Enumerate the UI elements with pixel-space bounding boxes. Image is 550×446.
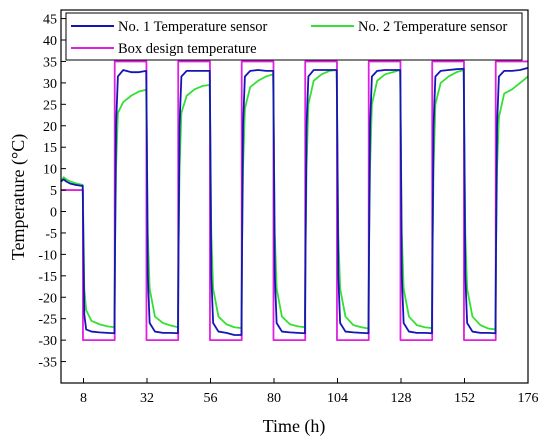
x-axis-ticks: 8 32 56 80 104 128 152 176 <box>80 378 539 406</box>
y-tick-label: 40 <box>43 34 57 49</box>
series-line-3 <box>61 60 528 342</box>
x-axis-label: Time (h) <box>263 416 326 437</box>
y-tick-label: -25 <box>38 313 57 328</box>
x-tick-label: 80 <box>267 391 281 406</box>
y-tick-label: 0 <box>50 206 57 221</box>
y-tick-label: -35 <box>38 356 57 371</box>
y-tick-label: 20 <box>43 120 57 135</box>
legend-label-sensor-2: No. 2 Temperature sensor <box>358 19 507 35</box>
series-line-2 <box>60 69 529 331</box>
x-tick-label: 128 <box>390 391 411 406</box>
x-tick-label: 8 <box>80 391 87 406</box>
legend-box <box>65 12 523 61</box>
plot-frame <box>60 9 529 384</box>
y-axis-label: Temperature (°C) <box>8 134 29 260</box>
y-tick-label: -30 <box>38 334 57 349</box>
series-layer <box>60 60 529 342</box>
x-tick-label: 32 <box>140 391 154 406</box>
y-tick-label: 35 <box>43 55 57 70</box>
y-tick-label: 5 <box>50 184 57 199</box>
y-tick-label: 30 <box>43 77 57 92</box>
legend: No. 1 Temperature sensor No. 2 Temperatu… <box>65 12 523 61</box>
legend-label-sensor-1: No. 1 Temperature sensor <box>118 19 267 35</box>
legend-label-design-temp: Box design temperature <box>118 41 257 57</box>
y-tick-label: 45 <box>43 13 57 28</box>
x-tick-label: 176 <box>518 391 539 406</box>
y-tick-label: -15 <box>38 270 57 285</box>
y-tick-label: -10 <box>38 248 57 263</box>
x-tick-label: 104 <box>327 391 348 406</box>
series-line-1 <box>60 67 529 336</box>
y-axis-ticks: -35 -30 -25 -20 -15 -10 -5 0 5 10 15 20 25 30 35 40 45 <box>38 13 66 371</box>
x-tick-label: 56 <box>203 391 217 406</box>
x-tick-label: 152 <box>454 391 475 406</box>
y-tick-label: 25 <box>43 98 57 113</box>
y-tick-label: 15 <box>43 141 57 156</box>
y-tick-label: 10 <box>43 163 57 178</box>
y-tick-label: -20 <box>38 291 57 306</box>
y-tick-label: -5 <box>45 227 57 242</box>
